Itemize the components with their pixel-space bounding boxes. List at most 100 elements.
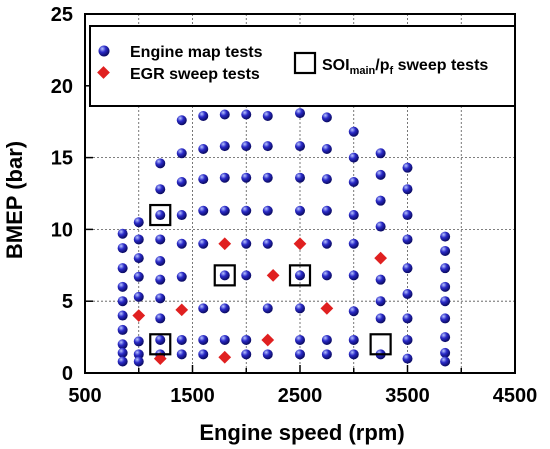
x-tick-label: 500: [68, 385, 101, 407]
egr-sweep-point: [132, 309, 146, 322]
engine-map-point: [219, 172, 230, 183]
legend-engine-map-label: Engine map tests: [130, 44, 263, 61]
engine-map-point: [133, 253, 144, 264]
engine-map-point: [117, 324, 128, 335]
egr-sweep-point: [153, 352, 167, 366]
engine-map-point: [198, 238, 209, 249]
egr-sweep-series: [132, 237, 387, 366]
engine-map-point: [117, 347, 128, 358]
engine-map-point: [198, 334, 209, 345]
engine-map-point: [348, 238, 359, 249]
engine-map-point: [198, 349, 209, 360]
engine-map-point: [375, 169, 386, 180]
engine-map-point: [133, 356, 144, 367]
egr-sweep-point: [218, 350, 232, 364]
engine-map-point: [348, 306, 359, 317]
engine-map-point: [155, 184, 166, 195]
engine-map-point: [321, 334, 332, 345]
engine-map-point: [117, 356, 128, 367]
engine-map-point: [117, 310, 128, 321]
engine-map-point: [402, 162, 413, 173]
soi-sweep-marker: [213, 264, 236, 287]
engine-map-point: [241, 109, 252, 120]
engine-map-point: [176, 334, 187, 345]
engine-map-point: [176, 238, 187, 249]
engine-map-point: [198, 110, 209, 121]
y-tick-labels: 0 5 10 15 20 25: [51, 4, 73, 385]
engine-map-point: [440, 332, 451, 343]
soi-sweep-marker: [288, 264, 312, 287]
engine-map-point: [241, 238, 252, 249]
engine-map-point: [348, 126, 359, 137]
engine-map-point: [198, 174, 209, 185]
engine-map-point: [295, 108, 305, 119]
engine-map-point: [402, 334, 413, 345]
engine-map-point: [155, 313, 166, 324]
engine-map-point: [155, 274, 166, 285]
engine-map-point: [348, 152, 359, 163]
engine-map-point: [402, 184, 413, 195]
engine-map-point: [375, 274, 386, 285]
axis-ticks: [84, 13, 516, 374]
engine-map-point: [440, 356, 451, 367]
engine-map-point: [262, 349, 273, 360]
soi-sweep-marker: [149, 203, 172, 227]
engine-map-point: [262, 205, 273, 216]
engine-map-point: [402, 263, 413, 274]
x-tick-label: 2500: [278, 385, 323, 407]
engine-map-point: [321, 238, 332, 249]
egr-sweep-point: [266, 268, 280, 282]
engine-map-point: [241, 349, 252, 360]
soi-sweep-series: [149, 203, 392, 356]
engine-map-point: [262, 172, 273, 183]
engine-map-point: [321, 270, 332, 281]
x-tick-labels: 500 1500 2500 3500 4500: [68, 385, 537, 407]
engine-map-point: [262, 303, 273, 314]
engine-map-point: [295, 334, 305, 345]
egr-sweep-point: [293, 237, 307, 251]
engine-map-point: [117, 263, 128, 274]
engine-map-point: [348, 270, 359, 281]
engine-map-point: [402, 210, 413, 221]
engine-map-point: [241, 334, 252, 345]
engine-map-point: [133, 217, 144, 228]
engine-map-point: [402, 313, 413, 324]
engine-map-point: [241, 270, 252, 281]
legend: Engine map tests EGR sweep tests SOImain…: [89, 25, 516, 107]
egr-sweep-point: [261, 333, 275, 347]
engine-map-point: [348, 334, 359, 345]
engine-map-point: [348, 177, 359, 188]
engine-map-point: [440, 231, 451, 242]
engine-map-point: [117, 228, 128, 239]
engine-map-point: [375, 221, 386, 232]
x-tick-label: 4500: [493, 385, 538, 407]
x-axis-title: Engine speed (rpm): [199, 420, 404, 445]
egr-sweep-point: [218, 237, 232, 251]
engine-map-point: [219, 303, 230, 314]
x-tick-label: 3500: [385, 385, 430, 407]
engine-map-point: [198, 143, 209, 154]
y-axis-title: BMEP (bar): [2, 141, 27, 259]
engine-map-point: [321, 143, 332, 154]
engine-map-point: [155, 334, 166, 345]
engine-map-point: [440, 313, 451, 324]
engine-map-point: [348, 349, 359, 360]
soi-sweep-marker: [149, 333, 172, 356]
engine-map-point: [262, 141, 273, 152]
engine-map-point: [155, 158, 166, 169]
engine-map-point: [321, 349, 332, 360]
engine-map-point: [375, 313, 386, 324]
engine-map-point: [198, 205, 209, 216]
y-tick-label: 5: [62, 291, 73, 313]
engine-map-point: [219, 205, 230, 216]
engine-map-point: [295, 270, 305, 281]
engine-map-point: [176, 271, 187, 282]
engine-map-point: [198, 303, 209, 314]
egr-sweep-point: [374, 251, 387, 265]
engine-map-point: [295, 349, 305, 360]
engine-map-point: [348, 210, 359, 221]
legend-soi-marker: [293, 51, 317, 75]
engine-map-point: [176, 349, 187, 360]
engine-map-point: [155, 234, 166, 245]
